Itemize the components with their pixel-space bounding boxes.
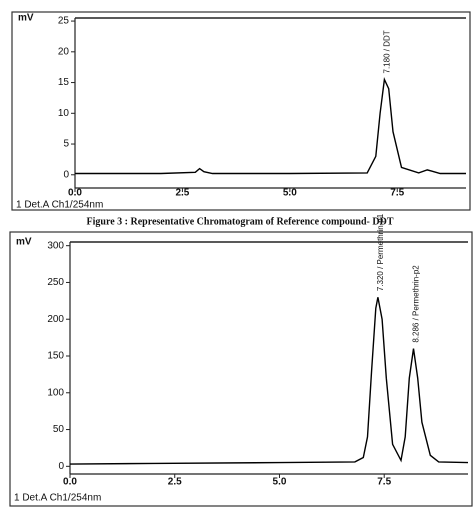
frame: [11, 11, 471, 211]
y-tick-label: 0: [63, 169, 69, 180]
chromatogram-line: [75, 77, 466, 175]
y-tick-label: 5: [63, 139, 69, 150]
y-tick-label: 100: [47, 387, 64, 398]
x-tick-label: 5.0: [273, 477, 287, 488]
x-tick-label: 0.0: [63, 477, 77, 488]
x-tick-label: 0.0: [68, 188, 82, 199]
y-tick-label: 0: [58, 461, 64, 472]
y-tick-label: 250: [47, 277, 64, 288]
peak-label: 8.286 / Permethrin-p2: [412, 265, 421, 343]
x-tick-label: 7.5: [390, 188, 404, 199]
legend-label: 1 Det.A Ch1/254nm: [14, 493, 101, 504]
peak-label: 7.180 / DDT: [382, 30, 391, 73]
y-tick-label: 300: [47, 240, 64, 251]
x-tick-label: 5.0: [283, 188, 297, 199]
x-tick-label: 2.5: [175, 188, 189, 199]
y-tick-label: 20: [58, 46, 70, 57]
x-tick-label: 2.5: [168, 477, 182, 488]
chromatogram-line: [69, 297, 469, 465]
y-tick-label: 50: [53, 424, 65, 435]
y-axis-label: mV: [18, 13, 34, 24]
y-tick-label: 15: [58, 77, 70, 88]
y-tick-label: 10: [58, 108, 70, 119]
legend-label: 1 Det.A Ch1/254nm: [16, 200, 103, 211]
y-tick-label: 25: [58, 16, 70, 27]
peak-label: 7.320 / Permethrin-p1: [376, 213, 385, 291]
y-tick-label: 150: [47, 351, 64, 362]
frame: [9, 231, 473, 507]
y-tick-label: 200: [47, 314, 64, 325]
y-axis-label: mV: [16, 237, 32, 248]
x-tick-label: 7.5: [377, 477, 391, 488]
figure-caption: Figure 3 : Representative Chromatogram o…: [87, 216, 394, 227]
